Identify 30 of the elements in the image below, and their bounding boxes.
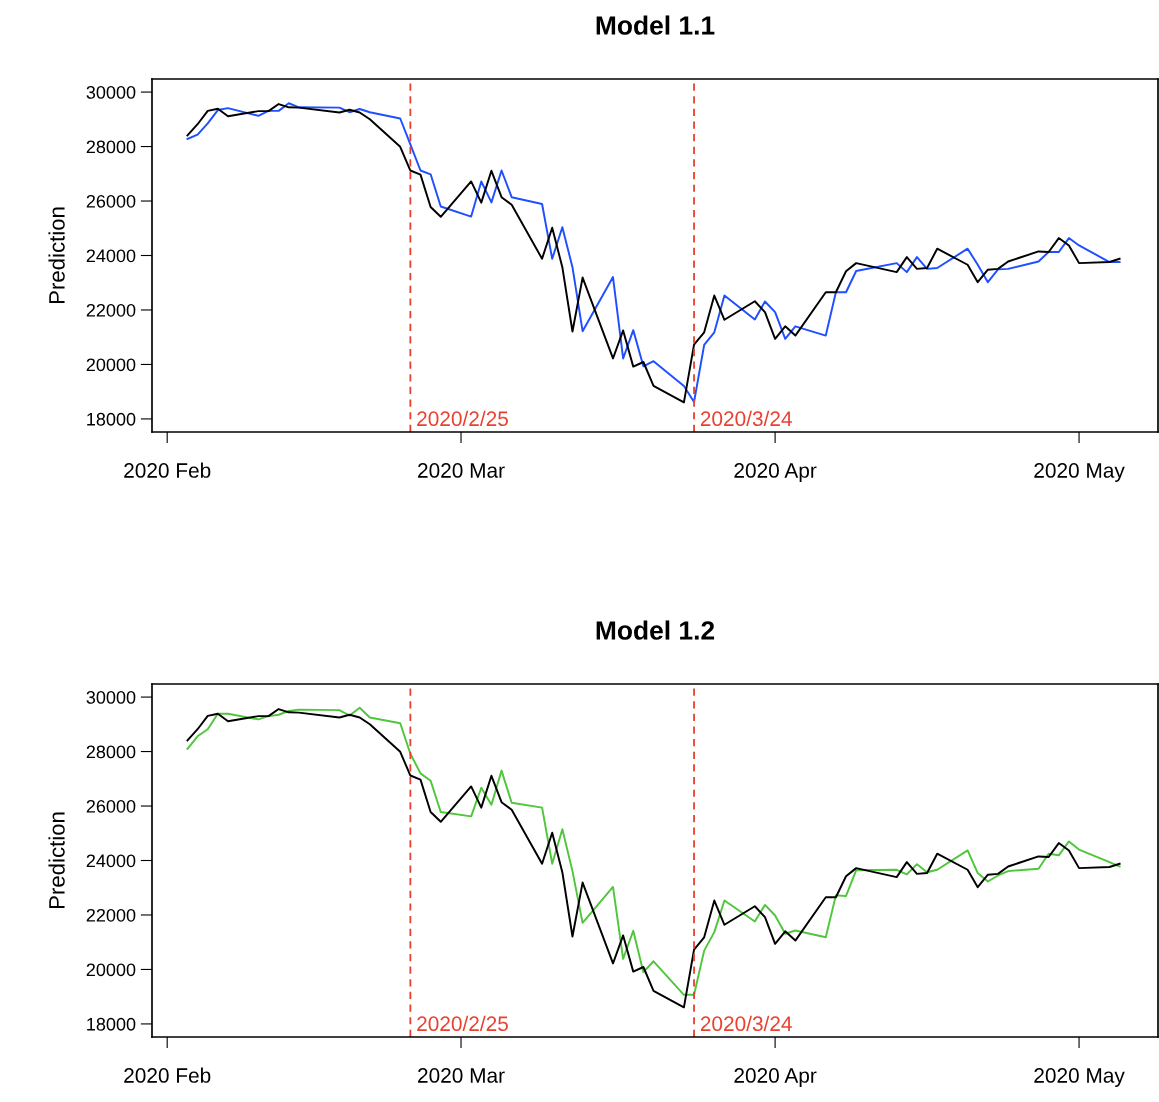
y-tick-label: 30000 xyxy=(86,691,136,704)
x-tick-label: 2020 Feb xyxy=(124,462,211,478)
y-tick-label: 30000 xyxy=(86,86,136,99)
chart-title: Model 1.1 xyxy=(596,15,715,35)
y-tick-label: 20000 xyxy=(86,358,136,372)
x-tick-label: 2020 May xyxy=(1034,463,1125,482)
chart-title: Model 1.2 xyxy=(596,620,715,640)
x-tick-label: 2020 Feb xyxy=(124,1067,211,1083)
y-tick-label: 26000 xyxy=(86,194,136,208)
y-axis-title: Prediction xyxy=(48,812,65,909)
ref-line-label: 2020/2/25 xyxy=(417,1015,508,1032)
x-tick-label: 2020 Apr xyxy=(734,463,817,482)
y-tick-label: 26000 xyxy=(86,799,136,813)
x-tick-label: 2020 Apr xyxy=(734,1068,817,1087)
y-tick-label: 18000 xyxy=(87,412,136,426)
y-tick-label: 22000 xyxy=(86,908,136,922)
ref-line-label: 2020/2/25 xyxy=(417,410,508,427)
ref-line-label: 2020/3/24 xyxy=(700,410,792,427)
ref-line-label: 2020/3/24 xyxy=(700,1015,792,1032)
y-tick-label: 28000 xyxy=(86,140,136,154)
y-axis-title: Prediction xyxy=(48,207,65,304)
y-tick-label: 24000 xyxy=(86,854,136,868)
y-tick-label: 22000 xyxy=(86,303,136,317)
x-tick-label: 2020 Mar xyxy=(418,463,505,478)
y-tick-label: 24000 xyxy=(86,249,136,263)
y-tick-label: 18000 xyxy=(87,1017,136,1031)
x-tick-label: 2020 Mar xyxy=(418,1068,505,1083)
y-tick-label: 20000 xyxy=(86,963,136,977)
y-tick-label: 28000 xyxy=(86,745,136,759)
x-tick-label: 2020 May xyxy=(1034,1068,1125,1087)
